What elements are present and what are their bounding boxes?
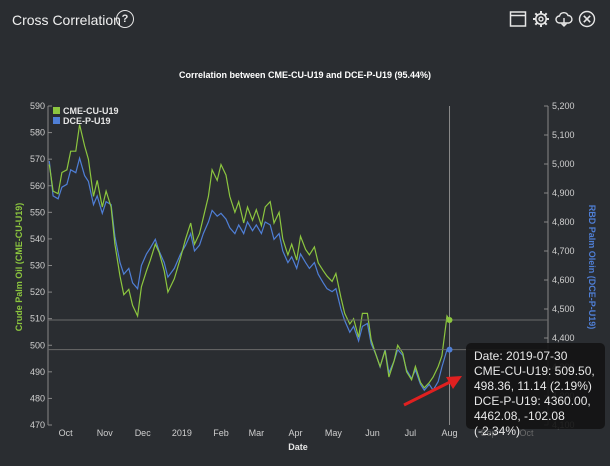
left-tick-label: 500 bbox=[30, 340, 45, 350]
close-icon[interactable] bbox=[578, 10, 596, 28]
window-icon[interactable] bbox=[509, 10, 527, 28]
right-tick-label: 4,600 bbox=[552, 275, 575, 285]
left-tick-label: 580 bbox=[30, 128, 45, 138]
right-tick-label: 4,700 bbox=[552, 246, 575, 256]
left-tick-label: 480 bbox=[30, 393, 45, 403]
x-tick-label: Dec bbox=[135, 428, 152, 438]
x-tick-label: Mar bbox=[249, 428, 265, 438]
overlay-layer bbox=[48, 106, 548, 425]
series-line-dce-p-u19 bbox=[48, 155, 450, 392]
right-tick-label: 5,000 bbox=[552, 159, 575, 169]
x-tick-label: May bbox=[325, 428, 343, 438]
tooltip-series2-detail: 4462.08, -102.08 bbox=[474, 409, 565, 423]
panel-title: Cross Correlation bbox=[12, 12, 121, 28]
left-tick-label: 540 bbox=[30, 234, 45, 244]
lines-layer bbox=[48, 124, 451, 392]
left-tick-label: 520 bbox=[30, 287, 45, 297]
left-tick-label: 560 bbox=[30, 181, 45, 191]
x-tick-label: Aug bbox=[442, 428, 458, 438]
x-tick-label: 2019 bbox=[172, 428, 192, 438]
cloud-download-icon[interactable] bbox=[555, 10, 573, 28]
left-tick-label: 510 bbox=[30, 314, 45, 324]
right-tick-label: 4,400 bbox=[552, 333, 575, 343]
right-tick-label: 4,500 bbox=[552, 304, 575, 314]
tooltip-series2-pct: (-2.34%) bbox=[474, 424, 521, 438]
x-tick-label: Oct bbox=[59, 428, 74, 438]
right-tick-label: 4,800 bbox=[552, 217, 575, 227]
left-tick-label: 570 bbox=[30, 154, 45, 164]
left-tick-label: 590 bbox=[30, 101, 45, 111]
x-tick-label: Feb bbox=[213, 428, 229, 438]
tooltip-series1-value: CME-CU-U19: 509.50, bbox=[474, 364, 595, 378]
crosshair-point-dce bbox=[446, 346, 453, 353]
data-tooltip: Date: 2019-07-30 CME-CU-U19: 509.50, 498… bbox=[466, 343, 605, 438]
x-tick-label: Apr bbox=[288, 428, 302, 438]
x-tick-label: Nov bbox=[97, 428, 114, 438]
x-tick-label: Jul bbox=[405, 428, 417, 438]
x-tick-label: Sep bbox=[481, 428, 497, 438]
panel-header: Cross Correlation ? bbox=[0, 0, 610, 38]
tooltip-series1-detail: 498.36, 11.14 (2.19%) bbox=[474, 379, 592, 393]
left-tick-label: 550 bbox=[30, 207, 45, 217]
chart-title: Correlation between CME-CU-U19 and DCE-P… bbox=[179, 70, 431, 80]
legend-label-cme: CME-CU-U19 bbox=[63, 106, 119, 116]
right-axis-label: RBD Palm Olein (DCE-P-U19) bbox=[587, 205, 597, 330]
crosshair-point-cme bbox=[446, 316, 453, 323]
x-axis-label: Date bbox=[288, 442, 308, 452]
right-tick-label: 5,200 bbox=[552, 101, 575, 111]
left-tick-label: 530 bbox=[30, 261, 45, 271]
help-icon[interactable]: ? bbox=[116, 10, 134, 28]
legend-swatch-dce bbox=[53, 117, 60, 124]
gear-icon[interactable] bbox=[532, 10, 550, 28]
series-line-cme-cu-u19 bbox=[48, 124, 451, 389]
left-tick-label: 490 bbox=[30, 367, 45, 377]
tooltip-date: Date: 2019-07-30 bbox=[474, 349, 568, 363]
left-axis-label: Crude Palm Oil (CME-CU-U19) bbox=[14, 203, 24, 332]
legend-label-dce: DCE-P-U19 bbox=[63, 116, 111, 126]
x-tick-label: Jun bbox=[365, 428, 380, 438]
right-tick-label: 5,100 bbox=[552, 130, 575, 140]
left-tick-label: 470 bbox=[30, 420, 45, 430]
tooltip-series2-value: DCE-P-U19: 4360.00, bbox=[474, 394, 591, 408]
right-tick-label: 4,900 bbox=[552, 188, 575, 198]
legend-swatch-cme bbox=[53, 107, 60, 114]
x-tick-label: Oct bbox=[520, 428, 535, 438]
